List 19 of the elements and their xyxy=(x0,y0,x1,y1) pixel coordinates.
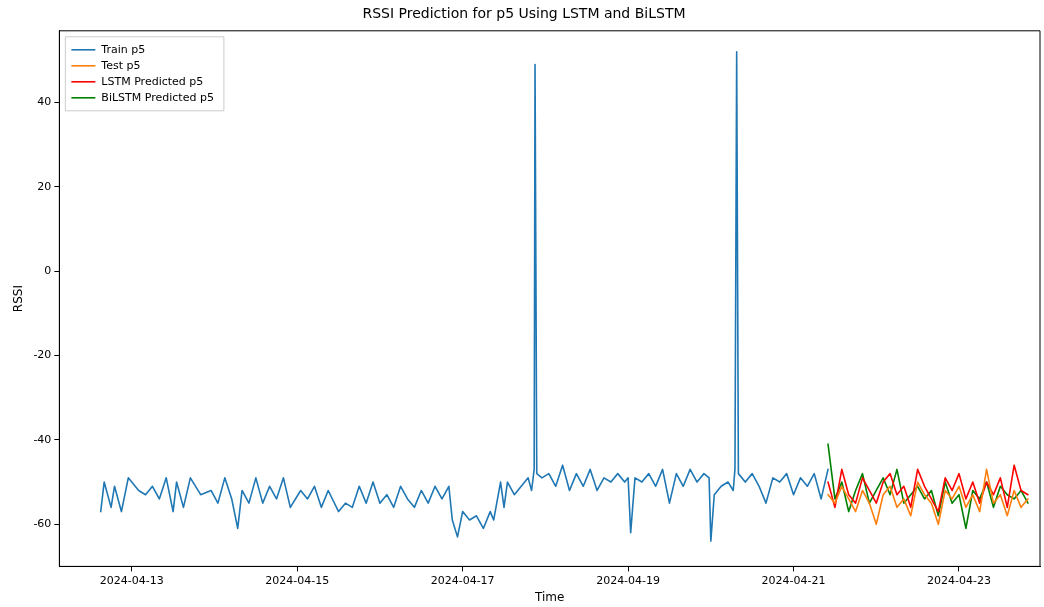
x-tick-label: 2024-04-17 xyxy=(430,573,495,587)
x-axis-title: Time xyxy=(534,589,565,604)
y-tick-label: -20 xyxy=(33,348,52,362)
legend-label: BiLSTM Predicted p5 xyxy=(101,90,214,104)
y-tick-label: 40 xyxy=(37,95,52,109)
x-tick-label: 2024-04-13 xyxy=(99,573,164,587)
x-tick-label: 2024-04-19 xyxy=(596,573,661,587)
y-tick-label: -60 xyxy=(33,517,52,531)
y-tick-label: 0 xyxy=(44,264,52,278)
y-tick-label: 20 xyxy=(37,179,52,193)
x-tick-label: 2024-04-23 xyxy=(927,573,991,587)
legend-label: Test p5 xyxy=(100,58,141,72)
x-tick-label: 2024-04-15 xyxy=(265,573,330,587)
x-tick-label: 2024-04-21 xyxy=(761,573,826,587)
legend-label: Train p5 xyxy=(100,42,146,56)
chart-title: RSSI Prediction for p5 Using LSTM and BiLSTM xyxy=(362,5,686,22)
legend-label: LSTM Predicted p5 xyxy=(101,74,204,88)
y-axis-title: RSSI xyxy=(11,285,26,313)
y-tick-label: -40 xyxy=(33,432,52,446)
